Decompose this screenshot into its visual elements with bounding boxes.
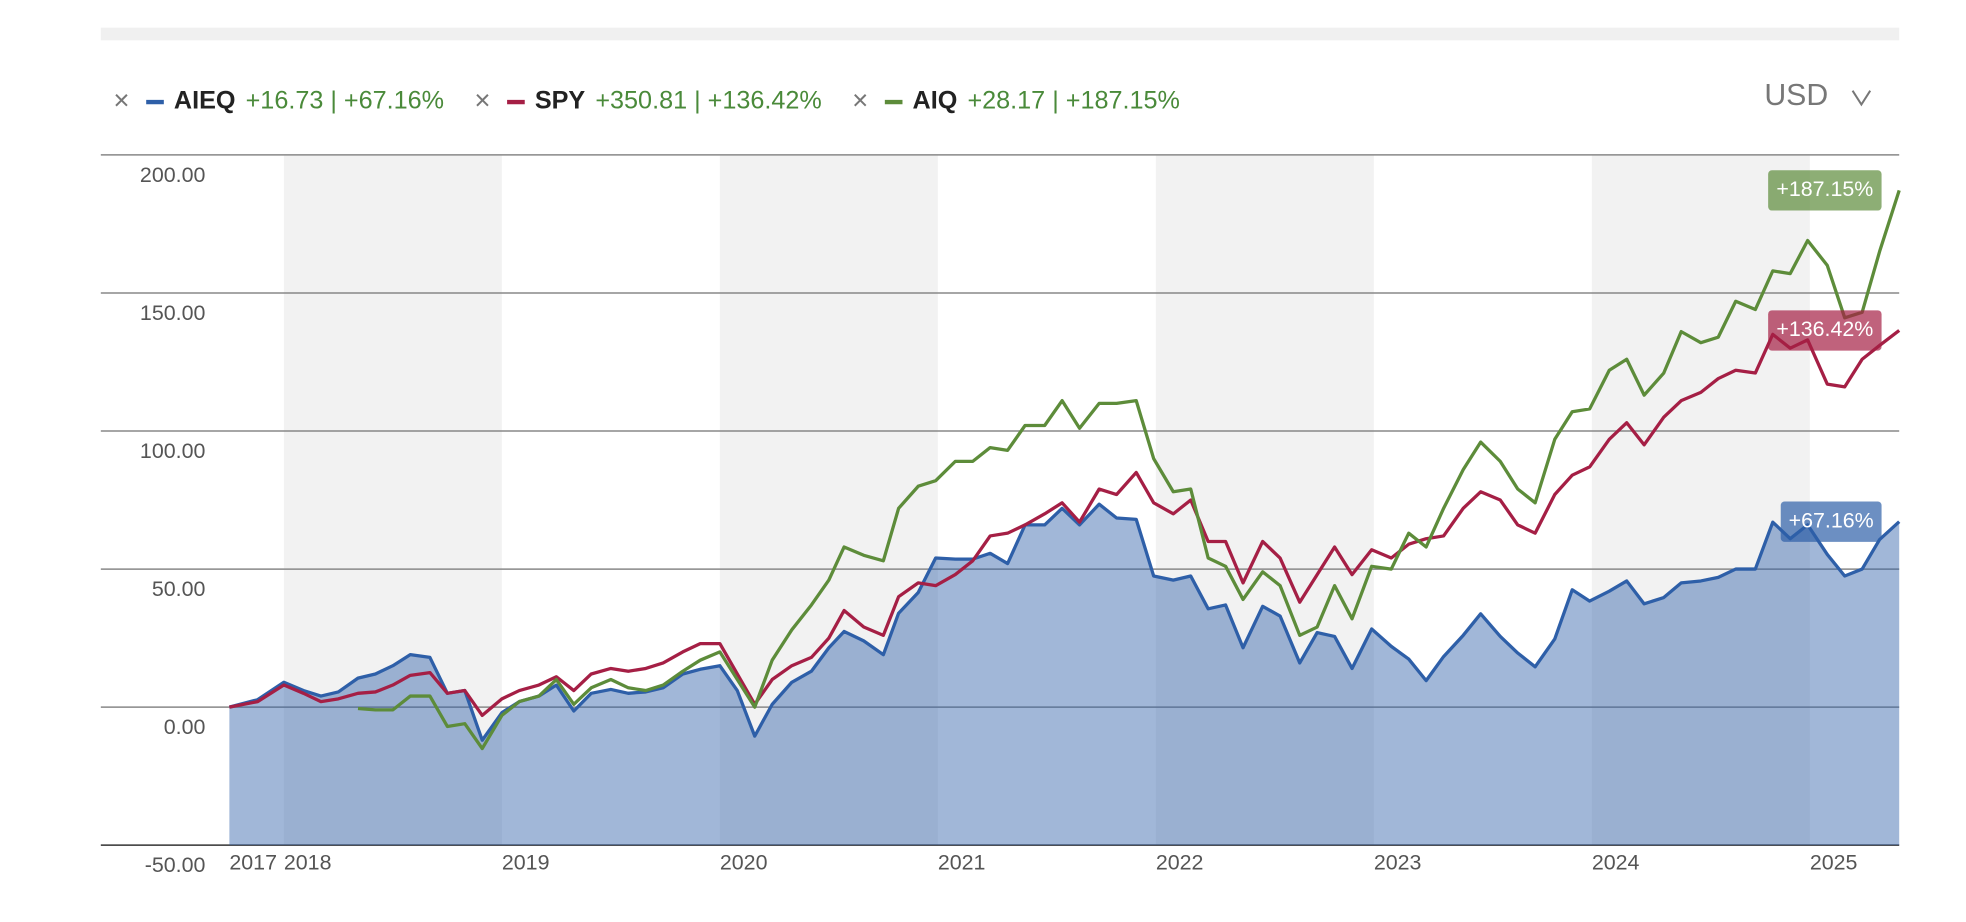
x-tick-label: 2019 [502,851,550,875]
currency-chevron[interactable] [1851,90,1872,107]
end-label-box [1780,501,1882,542]
legend-name: AIEQ [174,87,236,115]
top-bar [100,27,1900,41]
legend-remove[interactable]: × [113,84,129,115]
y-tick-label: 200.00 [140,163,206,187]
legend-change: +16.73 | +67.16% [246,87,444,115]
end-label: +187.15% [1776,177,1873,201]
series-line [357,189,1901,751]
x-tick-label: 2024 [1592,851,1640,875]
x-tick-label: 2017 [229,851,277,875]
x-tick-label: 2025 [1810,851,1858,875]
x-tick-label: 2022 [1156,851,1204,875]
y-tick-label: -50.00 [145,853,206,877]
x-tick-label: 2021 [938,851,986,875]
legend-change: +28.17 | +187.15% [967,87,1179,115]
legend-name: AIQ [913,87,958,115]
legend-remove[interactable]: × [852,84,868,115]
end-label-box [1768,310,1882,351]
x-tick-label: 2018 [284,851,332,875]
end-label: +136.42% [1776,317,1873,341]
legend-change: +350.81 | +136.42% [595,87,821,115]
end-label: +67.16% [1789,508,1874,532]
y-tick-label: 150.00 [140,301,206,325]
end-label-box [1768,170,1882,211]
currency[interactable]: USD [1764,79,1828,112]
legend-remove[interactable]: × [474,84,490,115]
year-band [283,154,502,846]
legend-name: SPY [535,87,586,115]
y-tick-label: 100.00 [140,439,206,463]
x-tick-label: 2020 [720,851,768,875]
x-tick-label: 2023 [1374,851,1422,875]
area [229,504,1900,846]
series-line [229,329,1901,718]
y-tick-label: 50.00 [152,577,206,601]
y-tick-label: 0.00 [164,715,206,739]
